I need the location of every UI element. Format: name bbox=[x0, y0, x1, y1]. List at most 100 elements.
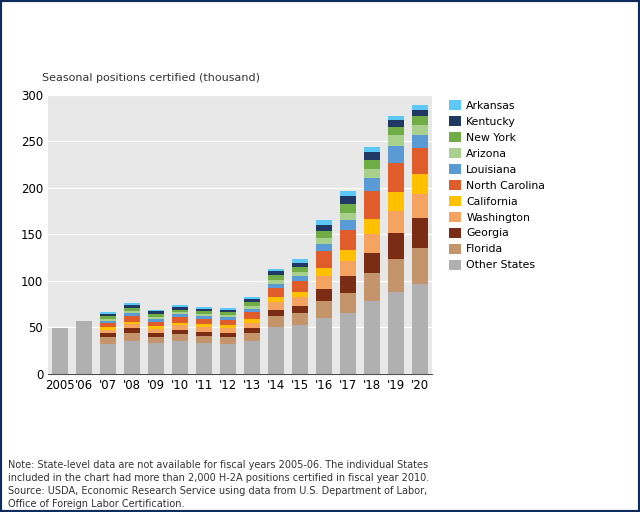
Bar bbox=[268, 327, 284, 374]
Bar bbox=[316, 289, 332, 301]
Bar bbox=[100, 344, 116, 374]
Bar bbox=[196, 332, 212, 336]
Bar bbox=[364, 147, 380, 153]
Bar bbox=[196, 309, 212, 311]
Bar bbox=[388, 127, 404, 135]
Bar bbox=[196, 327, 212, 332]
Bar bbox=[340, 313, 356, 374]
Bar bbox=[148, 319, 164, 322]
Bar bbox=[148, 311, 164, 314]
Bar bbox=[52, 328, 68, 374]
Bar bbox=[172, 330, 188, 334]
Bar bbox=[124, 333, 140, 341]
Bar bbox=[244, 302, 260, 306]
Bar bbox=[196, 336, 212, 343]
Bar bbox=[340, 196, 356, 204]
Bar bbox=[388, 292, 404, 374]
Text: Seasonal positions certified (thousand): Seasonal positions certified (thousand) bbox=[42, 73, 260, 83]
Bar bbox=[148, 310, 164, 311]
Bar bbox=[364, 273, 380, 301]
Bar bbox=[268, 310, 284, 316]
Bar bbox=[124, 328, 140, 333]
Bar bbox=[388, 260, 404, 292]
Bar bbox=[412, 135, 428, 148]
Bar bbox=[148, 317, 164, 319]
Bar bbox=[364, 178, 380, 191]
Bar bbox=[196, 343, 212, 374]
Bar bbox=[172, 310, 188, 312]
Text: U.S. H-2A (temporary agricultural employment of foreign workers): U.S. H-2A (temporary agricultural employ… bbox=[8, 22, 520, 36]
Bar bbox=[220, 333, 236, 336]
Bar bbox=[196, 316, 212, 319]
Bar bbox=[412, 219, 428, 248]
Bar bbox=[340, 220, 356, 229]
Bar bbox=[148, 343, 164, 374]
Bar bbox=[340, 250, 356, 261]
Bar bbox=[172, 317, 188, 323]
Bar bbox=[244, 333, 260, 341]
Bar bbox=[268, 275, 284, 280]
Bar bbox=[340, 229, 356, 250]
Bar bbox=[388, 120, 404, 127]
Bar bbox=[100, 312, 116, 314]
Bar bbox=[412, 174, 428, 194]
Bar bbox=[100, 319, 116, 321]
Bar bbox=[292, 263, 308, 267]
Bar bbox=[244, 328, 260, 333]
Bar bbox=[196, 307, 212, 309]
Bar bbox=[364, 219, 380, 234]
Bar bbox=[388, 233, 404, 260]
Bar bbox=[292, 267, 308, 272]
Bar bbox=[196, 319, 212, 325]
Bar bbox=[388, 193, 404, 211]
Bar bbox=[172, 341, 188, 374]
Bar bbox=[244, 300, 260, 302]
Bar bbox=[292, 272, 308, 276]
Bar bbox=[76, 321, 92, 374]
Bar bbox=[316, 268, 332, 276]
Bar bbox=[364, 160, 380, 169]
Bar bbox=[340, 191, 356, 196]
Bar bbox=[364, 169, 380, 178]
Bar bbox=[220, 317, 236, 320]
Bar bbox=[148, 322, 164, 326]
Bar bbox=[316, 244, 332, 251]
Bar bbox=[124, 308, 140, 311]
Bar bbox=[100, 327, 116, 330]
Bar bbox=[340, 293, 356, 313]
Bar bbox=[364, 234, 380, 253]
Bar bbox=[412, 194, 428, 219]
Bar bbox=[292, 292, 308, 297]
Bar bbox=[220, 336, 236, 344]
Bar bbox=[412, 125, 428, 135]
Bar bbox=[388, 211, 404, 233]
Bar bbox=[100, 330, 116, 333]
Bar bbox=[340, 261, 356, 276]
Text: Note: State-level data are not available for fiscal years 2005-06. The individua: Note: State-level data are not available… bbox=[8, 460, 429, 509]
Bar bbox=[268, 288, 284, 297]
Bar bbox=[268, 302, 284, 310]
Bar bbox=[172, 334, 188, 341]
Bar bbox=[220, 344, 236, 374]
Bar bbox=[244, 306, 260, 309]
Bar bbox=[124, 322, 140, 325]
Bar bbox=[268, 280, 284, 284]
Bar bbox=[124, 305, 140, 308]
Bar bbox=[124, 341, 140, 374]
Bar bbox=[292, 281, 308, 292]
Bar bbox=[124, 325, 140, 328]
Bar bbox=[268, 284, 284, 288]
Bar bbox=[388, 116, 404, 120]
Legend: Arkansas, Kentucky, New York, Arizona, Louisiana, North Carolina, California, Wa: Arkansas, Kentucky, New York, Arizona, L… bbox=[449, 100, 545, 270]
Bar bbox=[292, 297, 308, 306]
Bar bbox=[268, 316, 284, 327]
Bar bbox=[364, 153, 380, 160]
Bar bbox=[220, 315, 236, 317]
Bar bbox=[364, 253, 380, 273]
Bar bbox=[196, 311, 212, 314]
Bar bbox=[292, 313, 308, 326]
Bar bbox=[244, 323, 260, 328]
Bar bbox=[364, 191, 380, 219]
Bar bbox=[316, 238, 332, 244]
Bar bbox=[244, 341, 260, 374]
